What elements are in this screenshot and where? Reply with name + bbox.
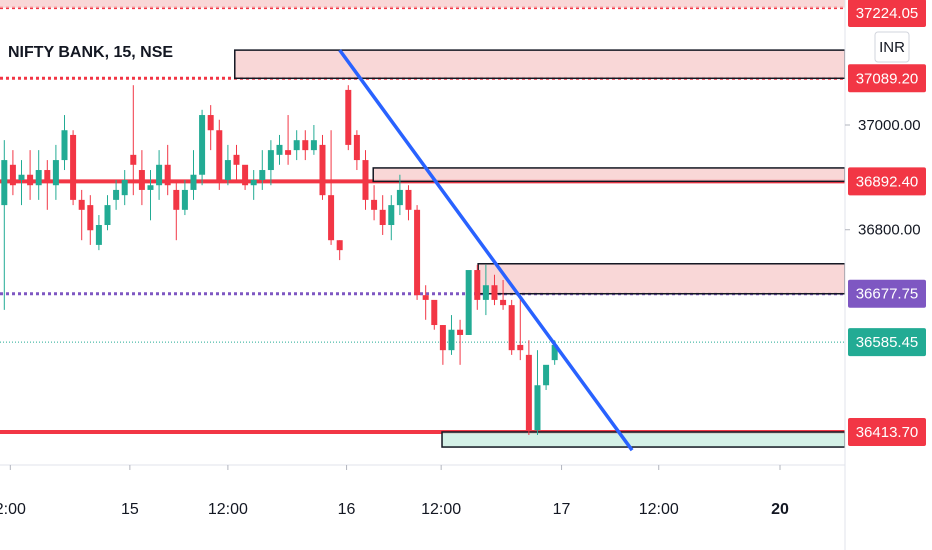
candle-body (216, 130, 223, 180)
candle-body (422, 295, 429, 300)
candle-body (233, 154, 240, 165)
price-label: 36585.45 (856, 334, 919, 351)
candle-body (353, 134, 360, 161)
candle-body (371, 199, 378, 210)
candle-body (336, 240, 343, 251)
price-label-box (848, 167, 926, 196)
candle-body (482, 285, 489, 300)
candle-body (267, 150, 274, 171)
candle-body (534, 385, 541, 431)
candle-body (138, 170, 145, 190)
candle-body (276, 144, 283, 155)
candle-body (285, 150, 292, 155)
chart-title: NIFTY BANK, 15, NSE (8, 44, 173, 61)
x-tick-label: 12:00 (421, 501, 461, 518)
candle-body (328, 195, 335, 241)
candle-body (319, 144, 326, 196)
price-label-box (848, 0, 926, 27)
price-label-box (848, 279, 926, 308)
candle-body (18, 174, 25, 180)
candle-body (302, 140, 309, 151)
axes: 37000.00 36800.00 2:00 15 12:00 16 12:00 17 12:0… (0, 0, 926, 518)
candle-body (414, 209, 421, 296)
candle-body (104, 205, 111, 226)
candle-body (121, 179, 128, 196)
candle-body (1, 160, 8, 206)
candle-body (52, 160, 59, 186)
candle-body (147, 185, 154, 190)
candle-body (517, 344, 524, 351)
candle-body (259, 170, 266, 180)
candle-body (61, 130, 68, 161)
candle-body (500, 299, 507, 306)
candle-body (310, 140, 317, 151)
candle-body (379, 209, 386, 226)
candle-body (362, 160, 369, 200)
candle-body (95, 225, 102, 245)
candle-body (181, 189, 188, 210)
candle-body (27, 174, 34, 186)
price-label: 36892.40 (856, 173, 919, 190)
candle-body (293, 140, 300, 151)
x-tick-label: 16 (338, 501, 356, 518)
y-tick-label: 37000.00 (858, 117, 921, 134)
candle-body (345, 89, 352, 145)
candle-body (130, 154, 137, 165)
y-tick-label: 36800.00 (858, 222, 921, 239)
zone (441, 431, 845, 448)
candle-body (474, 270, 481, 300)
candle-body (164, 164, 171, 186)
price-label-box (848, 328, 926, 357)
candle-body (250, 179, 257, 186)
zone (0, 0, 845, 8)
price-label-box (848, 418, 926, 447)
candle-body (190, 174, 197, 190)
candle-body (431, 299, 438, 326)
candle-body (465, 270, 472, 335)
candle-body (551, 344, 558, 361)
price-label-box (848, 64, 926, 93)
candle-body (207, 115, 214, 131)
currency-box[interactable] (874, 31, 910, 63)
candle-body (156, 164, 163, 186)
x-tick-label: 12:00 (639, 501, 679, 518)
candle-body (457, 329, 464, 335)
candle-body (543, 364, 550, 386)
x-tick-label: 15 (121, 501, 139, 518)
candle-body (491, 285, 498, 300)
candle-body (173, 189, 180, 210)
candle-body (113, 189, 120, 200)
zone (372, 167, 845, 183)
candle-body (9, 164, 16, 186)
candle-body (35, 170, 42, 186)
zone (477, 263, 845, 295)
price-label: 36413.70 (856, 424, 919, 441)
price-label: 36677.75 (856, 286, 919, 303)
price-label: 37224.05 (856, 5, 919, 22)
x-tick-label: 20 (771, 501, 789, 518)
x-tick-label: 17 (553, 501, 571, 518)
candle-body (224, 160, 231, 180)
price-label: 37089.20 (856, 70, 919, 87)
candle-body (448, 329, 455, 351)
x-tick-label: 12:00 (208, 501, 248, 518)
candle-body (439, 325, 446, 351)
candle-body (508, 305, 515, 351)
zone (234, 49, 845, 80)
candle-body (388, 205, 395, 226)
candle-body (87, 205, 94, 231)
candle-body (396, 189, 403, 206)
candle-body (405, 189, 412, 210)
candle-body (44, 170, 51, 180)
currency-label[interactable]: INR (879, 39, 905, 56)
trendline (338, 49, 634, 452)
candle-body (70, 134, 77, 200)
plot-area (0, 0, 845, 452)
candle-body (199, 115, 206, 175)
candle-body (78, 199, 85, 210)
candle-body (525, 354, 532, 431)
candle-body (242, 164, 249, 186)
x-tick-label: 2:00 (0, 501, 26, 518)
